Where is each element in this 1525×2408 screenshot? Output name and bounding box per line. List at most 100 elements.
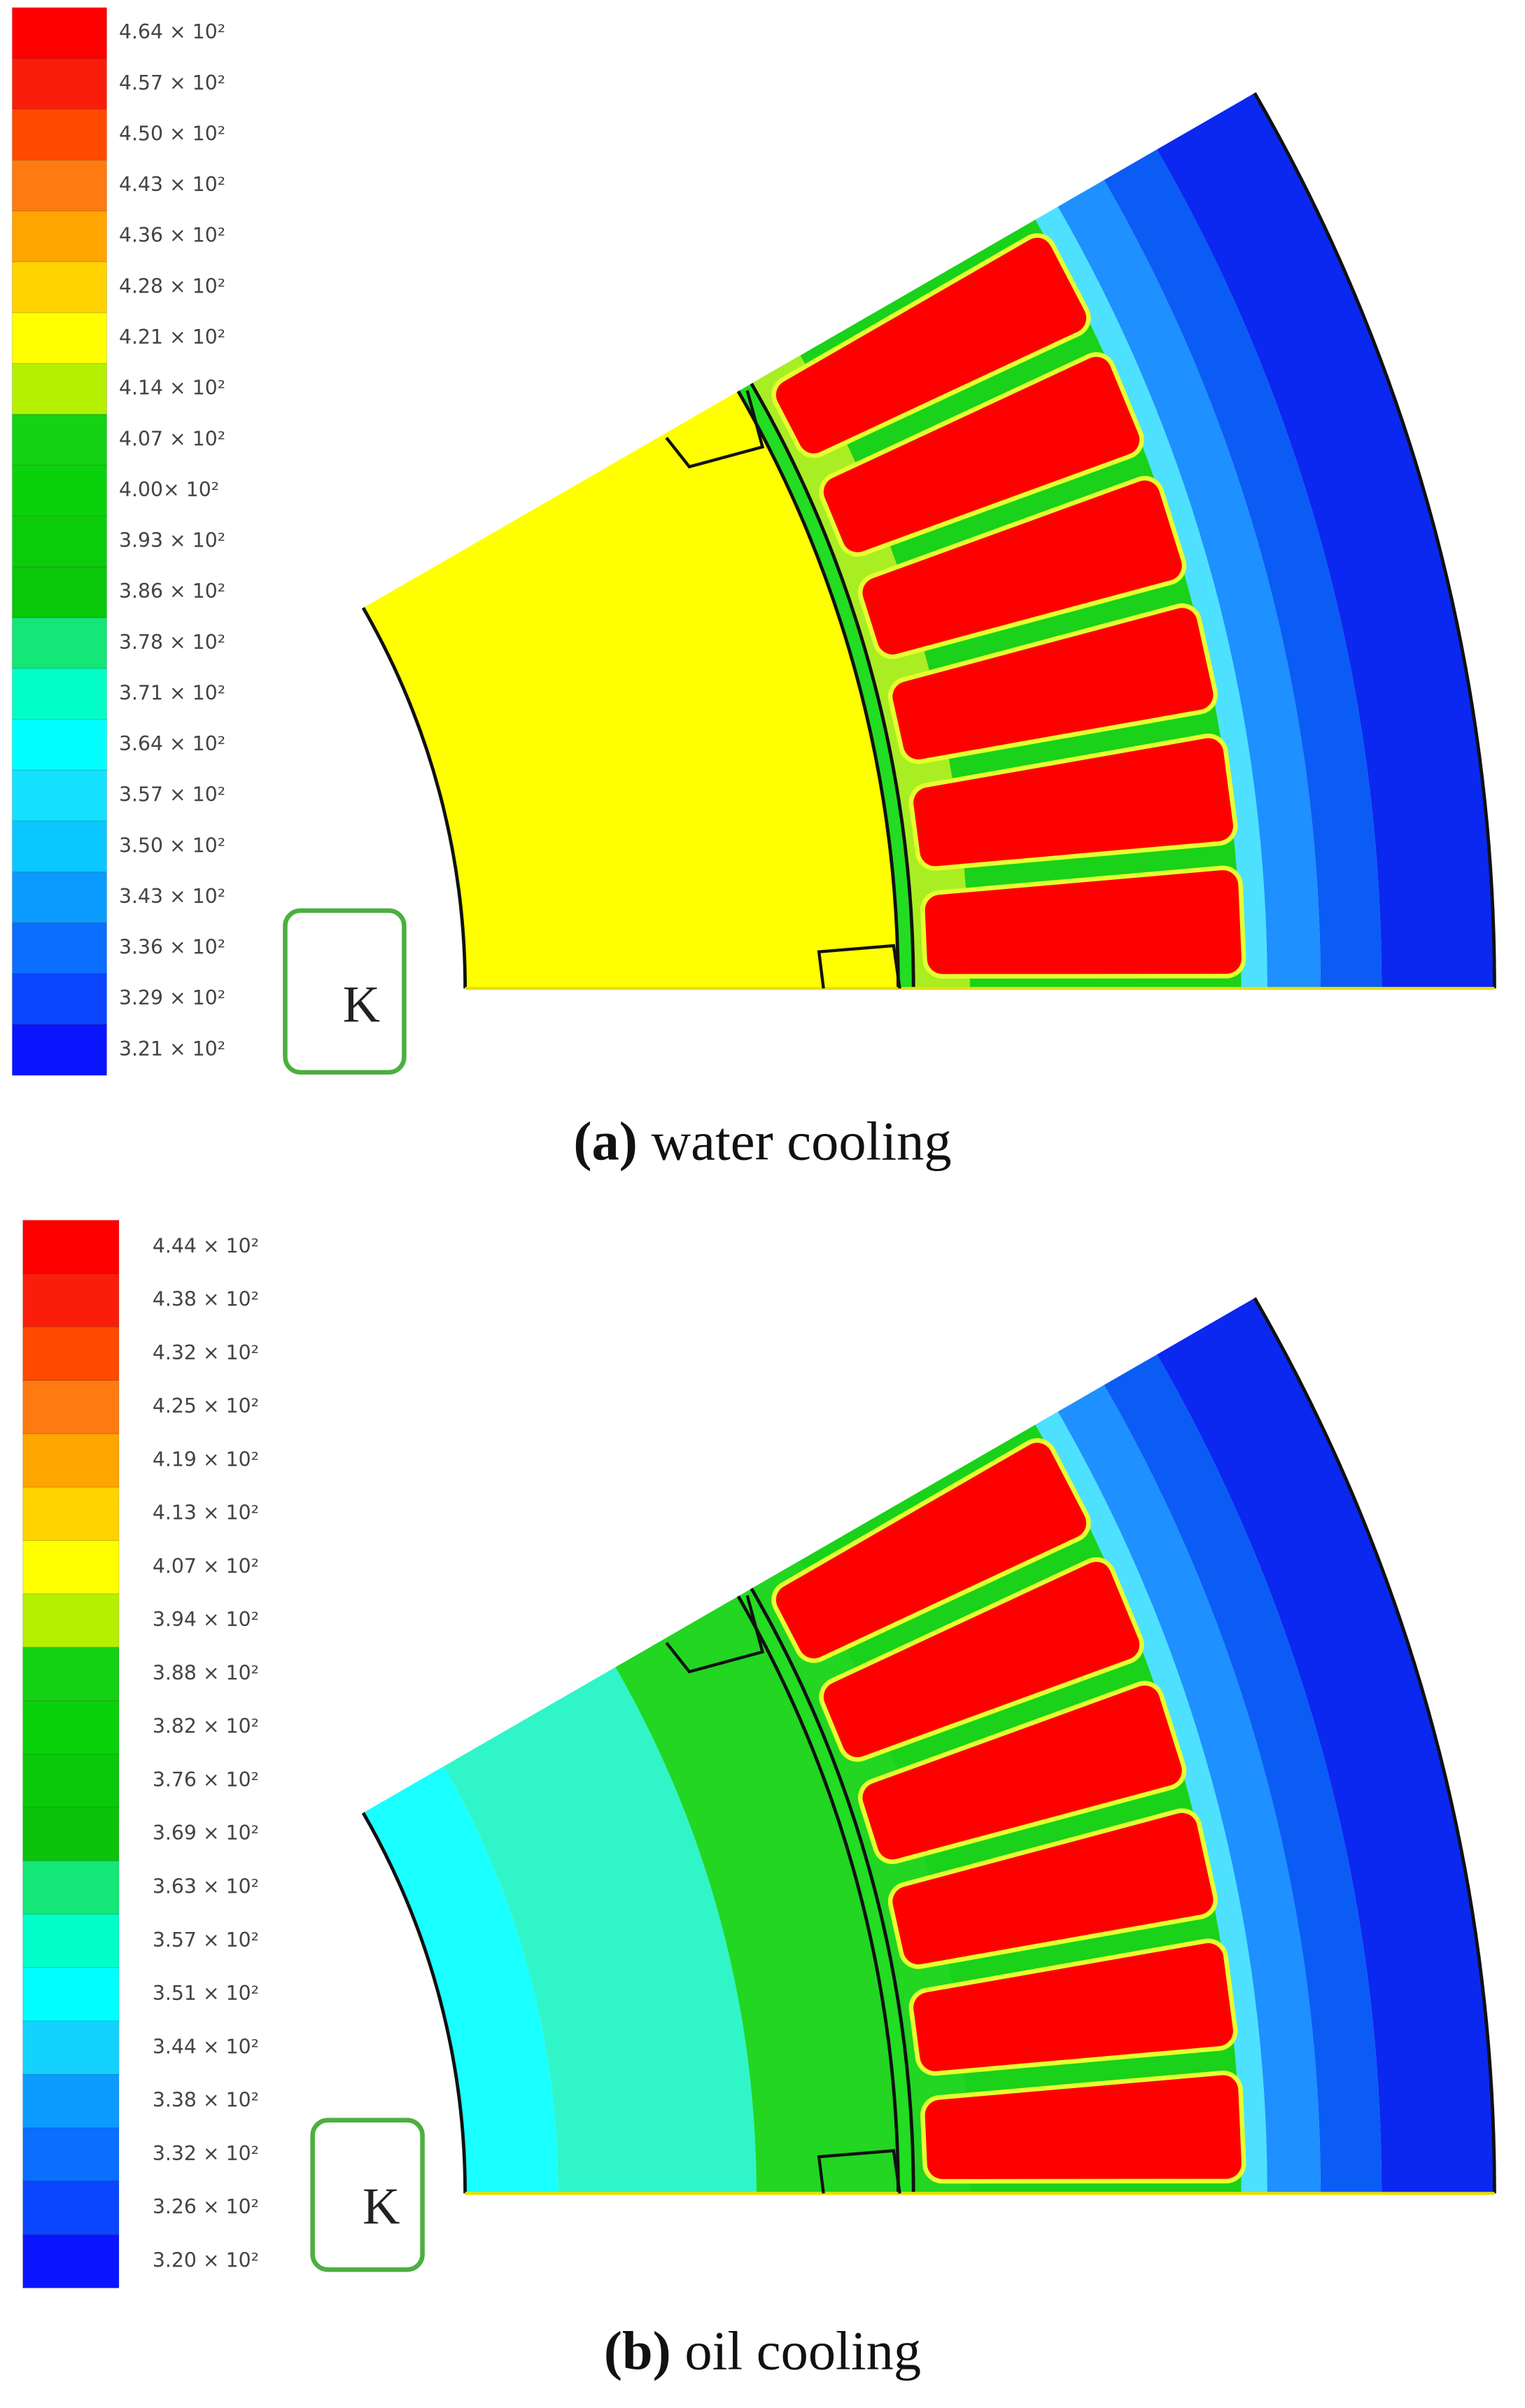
legend-swatch [11, 7, 108, 59]
legend-swatch [11, 617, 108, 669]
winding [862, 480, 1182, 654]
boundary [1253, 92, 1496, 988]
legend-label: 4.36 × 10² [119, 224, 225, 247]
legend-swatch [11, 922, 108, 974]
legend-label: 4.19 × 10² [153, 1448, 259, 1471]
contour-band [1035, 1411, 1267, 2194]
legend-swatch [22, 1860, 120, 1915]
slot [857, 475, 1187, 659]
legend-label: 3.38 × 10² [153, 2089, 259, 2112]
legend-swatch [22, 1380, 120, 1434]
legend-swatch [11, 820, 108, 873]
legend-swatch [11, 1023, 108, 1076]
legend-swatch [22, 1540, 120, 1595]
caption: (b) oil cooling [604, 2320, 921, 2381]
legend-label: 3.94 × 10² [153, 1608, 259, 1631]
legend-swatch [22, 1754, 120, 1808]
legend-label: 3.57 × 10² [153, 1928, 259, 1952]
legend-swatch [22, 1700, 120, 1755]
winding [823, 1562, 1140, 1758]
legend-label: 3.26 × 10² [153, 2195, 259, 2218]
boundary [736, 1595, 900, 2194]
legend-label: 3.21 × 10² [119, 1037, 225, 1060]
legend-swatch [11, 108, 108, 161]
legend-label: 4.25 × 10² [153, 1394, 259, 1418]
legend-label: 4.07 × 10² [153, 1555, 259, 1578]
boundary [361, 1812, 467, 2194]
winding [913, 1942, 1233, 2071]
caption-text: oil cooling [684, 2320, 921, 2381]
winding [925, 2075, 1242, 2179]
legend-label: 3.71 × 10² [119, 681, 225, 704]
contour-band [444, 1667, 757, 2194]
legend-swatch [22, 2020, 120, 2076]
legend-swatch [11, 312, 108, 364]
legend-label: 4.14 × 10² [119, 377, 225, 400]
contour-band [1104, 149, 1382, 988]
legend-swatch [11, 363, 108, 415]
winding [823, 356, 1140, 552]
legend-label: 4.00× 10² [119, 478, 219, 501]
legend-swatch [22, 2234, 120, 2289]
legend-swatch [22, 1326, 120, 1381]
legend-label: 3.50 × 10² [119, 834, 225, 857]
legend-label: 4.43 × 10² [119, 173, 225, 196]
slot [887, 603, 1218, 764]
boundary [750, 382, 915, 988]
legend-swatch [22, 1433, 120, 1488]
slot [908, 733, 1238, 871]
unit-label: K [343, 976, 381, 1034]
legend-swatch [22, 1807, 120, 1862]
winding [892, 608, 1214, 760]
contour-band [1157, 92, 1495, 988]
legend-label: 3.51 × 10² [153, 1982, 259, 2005]
slot [771, 1438, 1091, 1663]
slot [920, 865, 1246, 979]
boundary [736, 390, 900, 988]
legend-label: 3.44 × 10² [153, 2035, 259, 2058]
legend-swatch [11, 210, 108, 262]
caption-text: water cooling [652, 1111, 952, 1172]
legend-label: 3.93 × 10² [119, 529, 225, 552]
contour-band [1104, 1354, 1382, 2194]
legend-label: 3.88 × 10² [153, 1661, 259, 1684]
rotor-notch [817, 2149, 901, 2194]
legend-label: 4.32 × 10² [153, 1341, 259, 1364]
rotor-notch [817, 944, 901, 989]
contour-band [615, 1596, 899, 2194]
legend-label: 3.36 × 10² [119, 936, 225, 959]
legend-label: 3.20 × 10² [153, 2248, 259, 2272]
slot [771, 233, 1091, 458]
legend-label: 3.32 × 10² [153, 2142, 259, 2165]
legend-label: 4.28 × 10² [119, 274, 225, 298]
legend-swatch [11, 57, 108, 110]
legend-swatch [11, 872, 108, 923]
contour-band [1057, 1385, 1321, 2194]
legend-label: 4.13 × 10² [153, 1502, 259, 1525]
legend-label: 4.44 × 10² [153, 1234, 259, 1257]
slot [887, 1808, 1218, 1969]
caption: (a) water cooling [573, 1111, 951, 1172]
slot [819, 352, 1144, 557]
rotor-notch [665, 1595, 765, 1674]
unit-box [283, 908, 407, 1075]
legend-swatch [11, 668, 108, 720]
slot [920, 2070, 1246, 2184]
legend-label: 3.82 × 10² [153, 1715, 259, 1738]
slot [819, 1557, 1144, 1762]
legend-label: 4.38 × 10² [153, 1288, 259, 1311]
legend-swatch [22, 1486, 120, 1541]
legend-swatch [11, 769, 108, 822]
legend-swatch [22, 2180, 120, 2235]
winding [775, 237, 1087, 454]
boundary [1253, 1297, 1496, 2194]
contour-band [363, 1766, 558, 2194]
legend-swatch [11, 414, 108, 466]
legend-swatch [22, 1219, 120, 1275]
contour-band [1157, 1298, 1495, 2194]
legend-swatch [22, 1967, 120, 2022]
caption-label: (a) [573, 1111, 637, 1172]
caption-label: (b) [604, 2320, 671, 2381]
slot [908, 1938, 1238, 2076]
